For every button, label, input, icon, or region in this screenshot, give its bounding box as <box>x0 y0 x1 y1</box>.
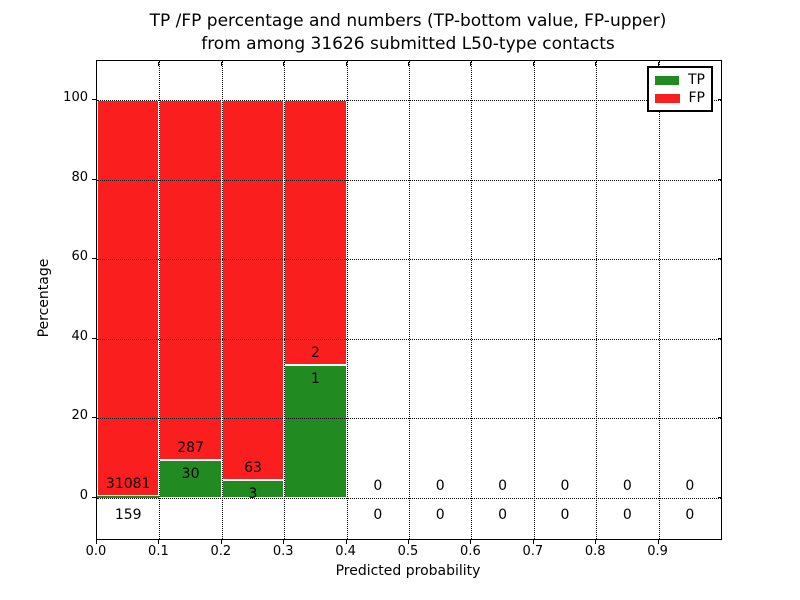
legend-item-tp: TP <box>655 73 705 87</box>
xtick-0.4 <box>345 540 347 544</box>
xtick-top-0.9 <box>657 62 659 66</box>
ytick-0 <box>92 497 96 498</box>
ytick-right-0 <box>718 497 722 498</box>
count-label-tp-8: 0 <box>622 507 632 524</box>
xtick-label-0.4: 0.4 <box>335 544 356 559</box>
ytick-right-80 <box>718 178 722 180</box>
xtick-0.7 <box>532 540 534 544</box>
count-label-tp-7: 0 <box>560 507 570 524</box>
gridline-v-0.8 <box>596 61 598 539</box>
count-label-fp-7: 0 <box>560 478 570 495</box>
count-label-tp-2: 3 <box>248 485 258 502</box>
xtick-top-0.3 <box>283 62 285 66</box>
ytick-20 <box>92 417 96 419</box>
x-axis-label: Predicted probability <box>335 563 481 579</box>
xtick-0.9 <box>657 540 659 544</box>
ytick-right-20 <box>718 417 722 419</box>
xtick-label-0.6: 0.6 <box>460 544 481 559</box>
xtick-label-0.7: 0.7 <box>522 544 544 559</box>
xtick-label-0.2: 0.2 <box>210 544 232 559</box>
xtick-0.2 <box>220 540 222 544</box>
bar-tp-3 <box>284 365 347 498</box>
xtick-top-0.6 <box>470 62 472 66</box>
xtick-0.6 <box>470 540 472 544</box>
legend-label-fp: FP <box>688 90 706 106</box>
bar-fp-2 <box>221 100 285 480</box>
xtick-label-0.1: 0.1 <box>148 544 169 559</box>
bar-fp-1 <box>159 100 222 461</box>
count-label-fp-6: 0 <box>498 478 508 495</box>
gridline-v-0.1 <box>159 61 161 539</box>
xtick-top-0.5 <box>408 62 409 66</box>
bar-fp-3 <box>284 100 347 366</box>
count-label-fp-8: 0 <box>622 478 632 495</box>
xtick-top-0.0 <box>96 62 97 66</box>
ytick-80 <box>92 178 96 180</box>
ytick-40 <box>92 337 96 339</box>
xtick-label-0.0: 0.0 <box>85 544 107 559</box>
gridline-v-0.9 <box>658 61 660 539</box>
xtick-top-0.7 <box>532 62 534 66</box>
count-label-fp-4: 0 <box>373 478 383 495</box>
tp-swatch-icon <box>655 75 679 85</box>
count-label-fp-0: 31081 <box>105 476 151 493</box>
plot-area: 31081 159 287 30 63 3 2 1 0 0 0 0 0 0 0 0 0 0 0 0 <box>96 60 722 540</box>
xtick-top-0.2 <box>220 62 222 66</box>
count-label-fp-5: 0 <box>435 478 445 495</box>
ytick-label-80: 80 <box>71 169 88 185</box>
xtick-0.3 <box>283 540 285 544</box>
ytick-label-60: 60 <box>71 249 88 265</box>
ytick-label-40: 40 <box>71 328 88 344</box>
xtick-top-0.1 <box>158 62 160 66</box>
xtick-label-0.8: 0.8 <box>584 544 606 559</box>
count-label-tp-3: 1 <box>310 371 320 388</box>
xtick-top-0.4 <box>345 62 347 66</box>
ytick-100 <box>92 99 96 100</box>
xtick-0.0 <box>96 540 97 544</box>
xtick-label-0.5: 0.5 <box>397 544 419 559</box>
count-label-fp-1: 287 <box>177 440 204 457</box>
bar-tp-1 <box>159 460 222 498</box>
legend-item-fp: FP <box>655 91 705 105</box>
gridline-v-0.4 <box>346 61 348 539</box>
xtick-label-0.3: 0.3 <box>272 544 294 559</box>
xtick-0.1 <box>158 540 160 544</box>
xtick-0.5 <box>408 540 409 544</box>
count-label-tp-5: 0 <box>435 507 445 524</box>
gridline-v-0.7 <box>533 61 535 539</box>
gridline-v-0.3 <box>284 61 286 539</box>
count-label-fp-9: 0 <box>685 478 695 495</box>
xtick-label-0.9: 0.9 <box>647 544 668 559</box>
ytick-label-0: 0 <box>79 488 88 503</box>
figure-title-line2: from among 31626 submitted L50-type cont… <box>201 34 615 54</box>
gridline-v-0.2 <box>221 61 223 539</box>
xtick-0.8 <box>595 540 597 544</box>
ytick-label-100: 100 <box>63 90 88 105</box>
bar-tp-0 <box>97 495 160 498</box>
count-label-tp-0: 159 <box>114 507 142 524</box>
legend-label-tp: TP <box>688 72 705 88</box>
ytick-right-60 <box>718 258 722 260</box>
ytick-label-20: 20 <box>71 408 88 424</box>
count-label-tp-1: 30 <box>181 466 200 483</box>
bar-fp-0 <box>97 100 160 496</box>
ytick-right-100 <box>718 99 722 100</box>
fp-swatch-icon <box>655 93 680 103</box>
legend: TP FP <box>647 66 713 112</box>
figure-title-line1: TP /FP percentage and numbers (TP-bottom… <box>149 11 667 31</box>
count-label-fp-3: 2 <box>310 345 320 362</box>
count-label-tp-9: 0 <box>685 507 695 524</box>
count-label-fp-2: 63 <box>244 459 262 476</box>
gridline-v-0.5 <box>409 61 410 539</box>
count-label-tp-6: 0 <box>498 507 508 524</box>
ytick-right-40 <box>718 337 722 339</box>
count-label-tp-4: 0 <box>373 507 383 524</box>
gridline-v-0.6 <box>471 61 473 539</box>
xtick-top-0.8 <box>595 62 597 66</box>
ytick-60 <box>92 258 96 260</box>
